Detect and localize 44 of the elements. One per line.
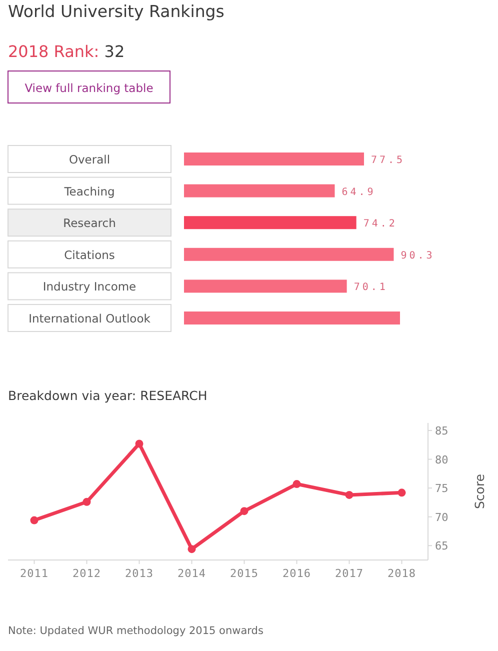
data-label: 90.3: [400, 250, 435, 262]
y-tick-label: Teaching: [63, 184, 115, 198]
chart-title: World University Rankings: [8, 2, 224, 21]
x-tick-label: 2014: [178, 567, 206, 580]
y-tick-label: Overall: [68, 152, 110, 166]
point: [398, 488, 406, 497]
x-tick-label: 2012: [72, 567, 101, 580]
bar: [184, 152, 364, 166]
data-label: 74.2: [363, 218, 398, 230]
x-tick-label: 2016: [282, 567, 311, 580]
x-tick-label: 2011: [20, 567, 48, 580]
text: View full ranking table: [24, 81, 154, 95]
data-label: 77.5: [371, 155, 406, 166]
bar: [184, 312, 400, 324]
y-tick-label: 75: [435, 482, 448, 496]
y-tick-label: International Outlook: [28, 312, 151, 326]
y-tick-label: 80: [435, 453, 448, 466]
bar: [184, 248, 394, 261]
chart-title: Breakdown via year: RESEARCH: [8, 388, 208, 403]
point: [82, 498, 91, 506]
x-tick-label: 2013: [125, 567, 154, 580]
y-tick-label: 65: [435, 540, 448, 553]
point: [240, 507, 248, 516]
y-axis-title: Score: [472, 474, 487, 510]
bar: [184, 216, 356, 230]
text: Note: Updated WUR methodology 2015 onwards: [8, 625, 264, 637]
point: [188, 545, 196, 554]
y-tick-label: 70: [435, 510, 448, 524]
point: [345, 490, 354, 499]
x-tick-label: 2018: [388, 567, 416, 580]
y-tick-label: Citations: [64, 248, 115, 262]
x-tick-label: 2015: [230, 567, 258, 580]
y-tick-label: 85: [435, 424, 448, 438]
bar: [184, 280, 347, 293]
point: [30, 516, 38, 524]
point: [292, 480, 301, 488]
x-tick-label: 2017: [335, 567, 364, 580]
data-label: 64.9: [342, 186, 376, 198]
chart-subtitle: 2018 Rank: 32: [8, 42, 125, 61]
data-label: 70.1: [354, 282, 388, 294]
point: [135, 440, 144, 448]
y-tick-label: Industry Income: [42, 280, 136, 294]
y-tick-label: Research: [63, 216, 116, 230]
bar: [184, 184, 335, 198]
